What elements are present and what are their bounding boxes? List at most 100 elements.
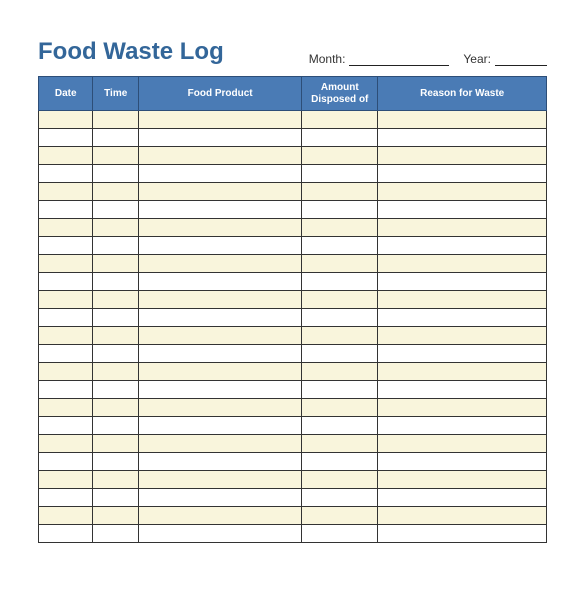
table-cell[interactable] (378, 381, 547, 399)
table-cell[interactable] (378, 363, 547, 381)
table-cell[interactable] (39, 219, 93, 237)
table-cell[interactable] (302, 489, 378, 507)
table-cell[interactable] (39, 165, 93, 183)
table-cell[interactable] (139, 525, 302, 543)
table-cell[interactable] (139, 201, 302, 219)
table-cell[interactable] (378, 255, 547, 273)
table-cell[interactable] (139, 453, 302, 471)
table-cell[interactable] (302, 345, 378, 363)
table-cell[interactable] (302, 417, 378, 435)
year-line[interactable] (495, 54, 547, 66)
table-cell[interactable] (93, 291, 139, 309)
table-cell[interactable] (302, 525, 378, 543)
table-cell[interactable] (139, 309, 302, 327)
table-cell[interactable] (302, 273, 378, 291)
table-cell[interactable] (93, 183, 139, 201)
table-cell[interactable] (378, 165, 547, 183)
table-cell[interactable] (302, 147, 378, 165)
table-cell[interactable] (139, 489, 302, 507)
table-cell[interactable] (139, 363, 302, 381)
table-cell[interactable] (93, 147, 139, 165)
table-cell[interactable] (139, 165, 302, 183)
table-cell[interactable] (378, 273, 547, 291)
table-cell[interactable] (378, 507, 547, 525)
table-cell[interactable] (378, 453, 547, 471)
table-cell[interactable] (39, 129, 93, 147)
table-cell[interactable] (302, 255, 378, 273)
table-cell[interactable] (39, 147, 93, 165)
table-cell[interactable] (378, 291, 547, 309)
table-cell[interactable] (378, 399, 547, 417)
table-cell[interactable] (302, 363, 378, 381)
table-cell[interactable] (139, 417, 302, 435)
table-cell[interactable] (93, 489, 139, 507)
table-cell[interactable] (302, 453, 378, 471)
table-cell[interactable] (302, 435, 378, 453)
month-line[interactable] (349, 54, 449, 66)
table-cell[interactable] (39, 399, 93, 417)
table-cell[interactable] (39, 237, 93, 255)
table-cell[interactable] (39, 273, 93, 291)
table-cell[interactable] (93, 381, 139, 399)
table-cell[interactable] (302, 183, 378, 201)
table-cell[interactable] (302, 309, 378, 327)
table-cell[interactable] (139, 219, 302, 237)
table-cell[interactable] (302, 165, 378, 183)
table-cell[interactable] (93, 345, 139, 363)
table-cell[interactable] (39, 525, 93, 543)
table-cell[interactable] (378, 201, 547, 219)
table-cell[interactable] (39, 381, 93, 399)
table-cell[interactable] (93, 525, 139, 543)
table-cell[interactable] (39, 417, 93, 435)
table-cell[interactable] (139, 111, 302, 129)
table-cell[interactable] (139, 129, 302, 147)
table-cell[interactable] (93, 399, 139, 417)
table-cell[interactable] (378, 183, 547, 201)
table-cell[interactable] (302, 471, 378, 489)
table-cell[interactable] (39, 363, 93, 381)
table-cell[interactable] (302, 129, 378, 147)
table-cell[interactable] (139, 237, 302, 255)
table-cell[interactable] (378, 111, 547, 129)
table-cell[interactable] (39, 111, 93, 129)
table-cell[interactable] (302, 219, 378, 237)
table-cell[interactable] (139, 183, 302, 201)
table-cell[interactable] (39, 435, 93, 453)
table-cell[interactable] (378, 309, 547, 327)
table-cell[interactable] (39, 507, 93, 525)
table-cell[interactable] (93, 435, 139, 453)
table-cell[interactable] (93, 453, 139, 471)
table-cell[interactable] (302, 291, 378, 309)
table-cell[interactable] (378, 417, 547, 435)
table-cell[interactable] (378, 489, 547, 507)
table-cell[interactable] (139, 381, 302, 399)
table-cell[interactable] (93, 363, 139, 381)
table-cell[interactable] (302, 327, 378, 345)
table-cell[interactable] (302, 399, 378, 417)
table-cell[interactable] (302, 111, 378, 129)
table-cell[interactable] (39, 453, 93, 471)
table-cell[interactable] (39, 489, 93, 507)
table-cell[interactable] (139, 399, 302, 417)
table-cell[interactable] (93, 165, 139, 183)
table-cell[interactable] (378, 525, 547, 543)
table-cell[interactable] (93, 309, 139, 327)
table-cell[interactable] (302, 237, 378, 255)
table-cell[interactable] (139, 255, 302, 273)
table-cell[interactable] (93, 471, 139, 489)
table-cell[interactable] (93, 129, 139, 147)
table-cell[interactable] (93, 219, 139, 237)
table-cell[interactable] (139, 435, 302, 453)
table-cell[interactable] (93, 201, 139, 219)
table-cell[interactable] (93, 417, 139, 435)
table-cell[interactable] (39, 201, 93, 219)
table-cell[interactable] (39, 183, 93, 201)
table-cell[interactable] (378, 129, 547, 147)
table-cell[interactable] (378, 327, 547, 345)
table-cell[interactable] (139, 345, 302, 363)
table-cell[interactable] (302, 381, 378, 399)
table-cell[interactable] (378, 471, 547, 489)
table-cell[interactable] (302, 507, 378, 525)
table-cell[interactable] (378, 345, 547, 363)
table-cell[interactable] (139, 507, 302, 525)
